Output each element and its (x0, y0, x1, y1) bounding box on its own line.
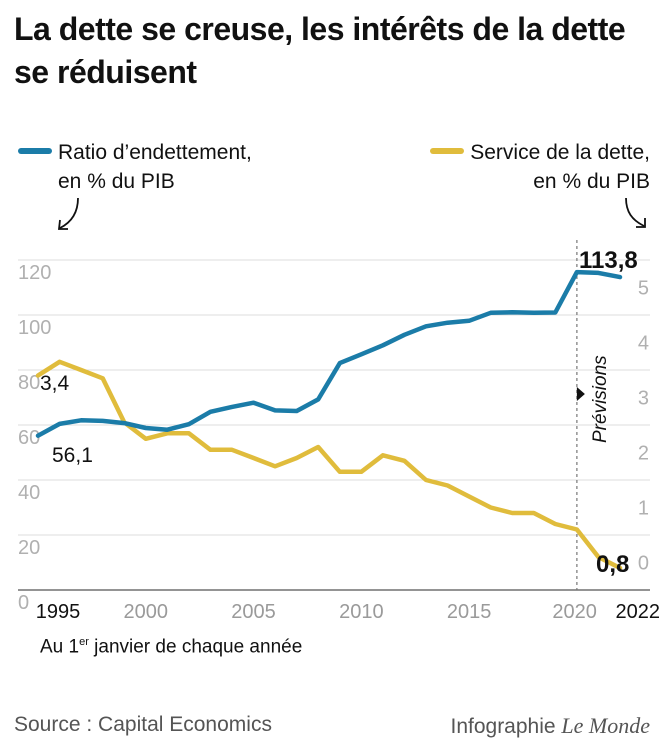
x-tick-label: 2015 (447, 601, 492, 623)
legend-service-label-line1: Service de la dette, (470, 141, 650, 164)
y-right-tick-label: 0 (638, 553, 649, 575)
x-tick-label: 1995 (36, 601, 81, 623)
credit-note: Infographie Le Monde (450, 713, 650, 739)
date-note-prefix: Au 1 (40, 636, 80, 658)
y-left-tick-label: 80 (18, 372, 40, 394)
credit-name: Le Monde (561, 713, 650, 738)
y-axis-right: 5 4 3 2 1 0 (638, 278, 649, 575)
series-line-debt-service (35, 359, 623, 571)
date-note-sup: er (79, 636, 89, 648)
y-right-tick-label: 5 (638, 278, 649, 300)
y-right-tick-label: 3 (638, 388, 649, 410)
x-tick-label: 2020 (552, 601, 597, 623)
y-left-tick-label: 20 (18, 537, 40, 559)
arrow-left-head-icon (57, 219, 68, 230)
x-tick-label: 2010 (339, 601, 384, 623)
x-axis: 1995 2000 2005 2010 2015 2020 2022 (36, 601, 660, 623)
legend-debt-label-line2: en % du PIB (58, 170, 175, 193)
y-left-tick-label: 0 (18, 592, 29, 614)
annotation-debt-end: 113,8 (579, 247, 638, 274)
forecast-arrow-icon (576, 387, 585, 401)
y-left-tick-label: 40 (18, 482, 40, 504)
legend-service-label-line2: en % du PIB (533, 170, 650, 193)
y-left-tick-label: 60 (18, 427, 40, 449)
x-tick-label: 2022 (616, 601, 661, 623)
annotation-service-start: 3,4 (40, 372, 70, 395)
forecast-label: Prévisions (590, 355, 611, 443)
arrow-right-head-icon (636, 218, 646, 228)
legend-debt-label-line1: Ratio d’endettement, (58, 141, 252, 164)
gridlines (18, 259, 650, 591)
source-note: Source : Capital Economics (14, 713, 272, 736)
series-line-debt-ratio (35, 269, 623, 438)
legend-debt-service: Service de la dette, en % du PIB (430, 138, 650, 196)
annotation-service-end: 0,8 (596, 551, 629, 578)
y-right-tick-label: 4 (638, 333, 649, 355)
legend-swatch-debt (18, 148, 52, 155)
x-tick-label: 2005 (231, 601, 276, 623)
arrow-left-icon (59, 197, 79, 229)
chart-area: 120 100 80 60 40 20 0 5 4 3 2 1 0 Prévisions 1995 20… (18, 197, 660, 623)
series-lines (35, 269, 623, 571)
y-right-tick-label: 1 (638, 498, 649, 520)
date-note-suffix: janvier de chaque année (88, 636, 303, 658)
y-right-tick-label: 2 (638, 443, 649, 465)
y-axis-left: 120 100 80 60 40 20 0 (18, 262, 51, 614)
credit-prefix: Infographie (450, 715, 562, 738)
chart-title: La dette se creuse, les intérêts de la d… (14, 11, 626, 90)
annotation-debt-start: 56,1 (52, 444, 93, 467)
legend-swatch-service (430, 148, 465, 155)
x-tick-label: 2000 (124, 601, 169, 623)
y-left-tick-label: 120 (18, 262, 51, 284)
legend-debt-ratio: Ratio d’endettement, en % du PIB (18, 138, 252, 196)
y-left-tick-label: 100 (18, 317, 51, 339)
forecast-marker: Prévisions (576, 240, 611, 590)
arrow-right-icon (625, 197, 645, 227)
date-note: Au 1er janvier de chaque année (40, 636, 302, 658)
